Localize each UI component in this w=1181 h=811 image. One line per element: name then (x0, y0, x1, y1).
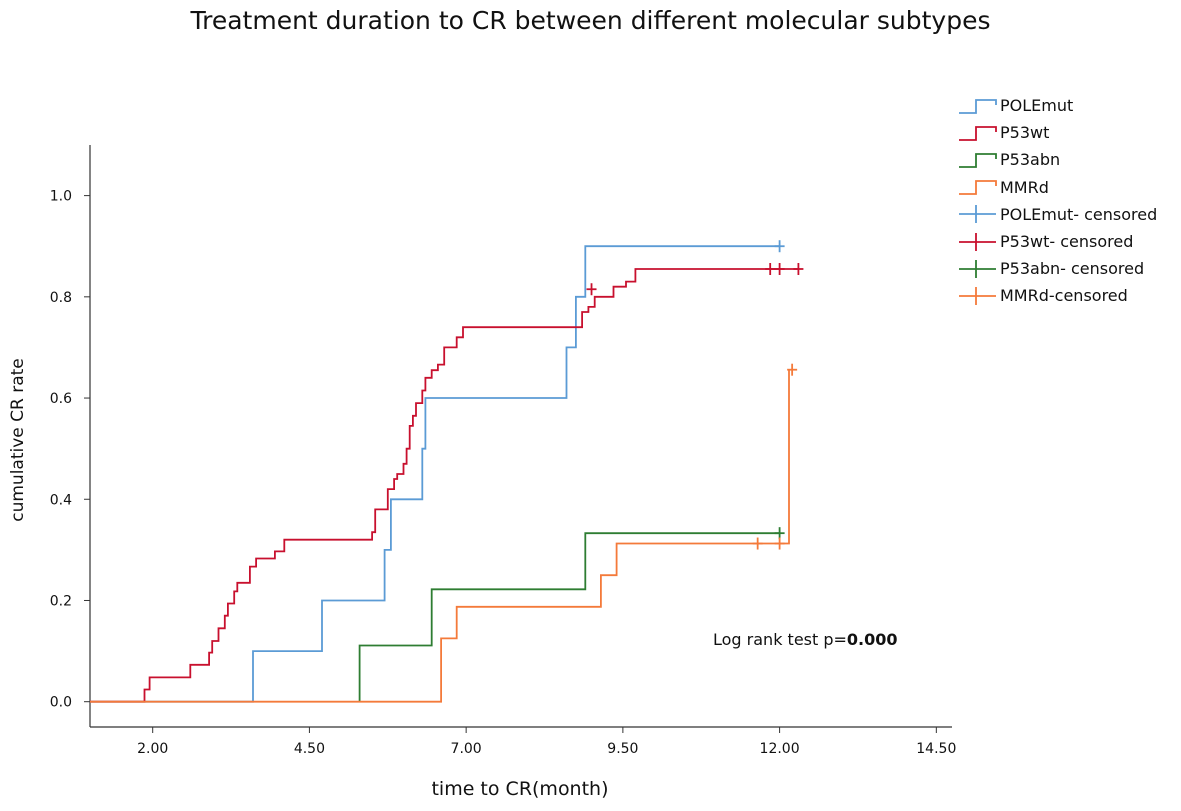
y-tick-label: 0.6 (50, 391, 72, 407)
y-tick-label: 1.0 (50, 189, 72, 205)
legend-label: MMRd (1000, 177, 1049, 197)
legend-censor-icon (956, 258, 1000, 280)
legend-item: P53abn (956, 146, 1157, 173)
y-ticks: 0.0 0.2 0.4 0.6 0.8 1.0 (50, 189, 90, 711)
legend-label: P53wt (1000, 123, 1050, 143)
legend-step-icon (956, 149, 1000, 171)
log-rank-prefix: Log rank test p= (713, 630, 847, 649)
series-line-p53abn (358, 532, 780, 702)
legend-item: POLEmut- censored (956, 201, 1157, 228)
censor-mark-p53wt (765, 262, 776, 275)
legend-label: MMRd-censored (1000, 286, 1128, 306)
series-line-polemut (90, 245, 780, 703)
censor-mark-polemut (774, 240, 785, 253)
legend-item: POLEmut (956, 92, 1157, 119)
censor-mark-mmrd (787, 363, 798, 376)
censor-mark-mmrd (774, 537, 785, 550)
log-rank-annotation: Log rank test p=0.000 (713, 630, 898, 649)
x-ticks: 2.00 4.50 7.00 9.50 12.00 14.50 (137, 727, 956, 757)
legend-step-icon (956, 122, 1000, 144)
legend-item: MMRd-censored (956, 282, 1157, 309)
y-tick-label: 0.4 (50, 492, 72, 508)
censor-mark-p53wt (774, 262, 785, 275)
x-tick-label: 2.00 (137, 741, 168, 757)
legend-step-icon (956, 95, 1000, 117)
legend-censor-icon (956, 231, 1000, 253)
legend-step-icon (956, 176, 1000, 198)
legend-item: P53wt- censored (956, 228, 1157, 255)
y-axis-label: cumulative CR rate (8, 358, 28, 522)
legend-item: MMRd (956, 174, 1157, 201)
censor-mark-mmrd (752, 537, 763, 550)
series-line-mmrd (90, 369, 790, 703)
x-tick-label: 14.50 (916, 741, 956, 757)
censor-mark-p53wt (586, 283, 597, 296)
chart-title: Treatment duration to CR between differe… (190, 6, 991, 35)
x-tick-label: 12.00 (760, 741, 800, 757)
legend-label: P53abn- censored (1000, 259, 1145, 279)
censor-mark-p53abn (774, 527, 785, 540)
y-tick-label: 0.2 (50, 593, 72, 609)
x-tick-label: 4.50 (294, 741, 325, 757)
series-layer (90, 240, 804, 703)
legend-censor-icon (956, 285, 1000, 307)
log-rank-value: 0.000 (846, 630, 898, 649)
legend-label: P53abn (1000, 150, 1061, 170)
x-axis-label: time to CR(month) (431, 778, 609, 800)
legend-label: POLEmut (1000, 96, 1074, 116)
censor-mark-p53wt (793, 262, 804, 275)
legend-censor-icon (956, 203, 1000, 225)
legend-item: P53wt (956, 119, 1157, 146)
y-tick-label: 0.8 (50, 290, 72, 306)
series-line-p53wt (90, 268, 799, 703)
y-tick-label: 0.0 (50, 695, 72, 711)
legend-label: P53wt- censored (1000, 232, 1134, 252)
legend: POLEmut P53wt P53abn MMRd POLEmut- censored P… (956, 92, 1157, 310)
legend-label: POLEmut- censored (1000, 204, 1158, 224)
x-tick-label: 7.00 (451, 741, 482, 757)
legend-item: P53abn- censored (956, 255, 1157, 282)
x-tick-label: 9.50 (607, 741, 638, 757)
